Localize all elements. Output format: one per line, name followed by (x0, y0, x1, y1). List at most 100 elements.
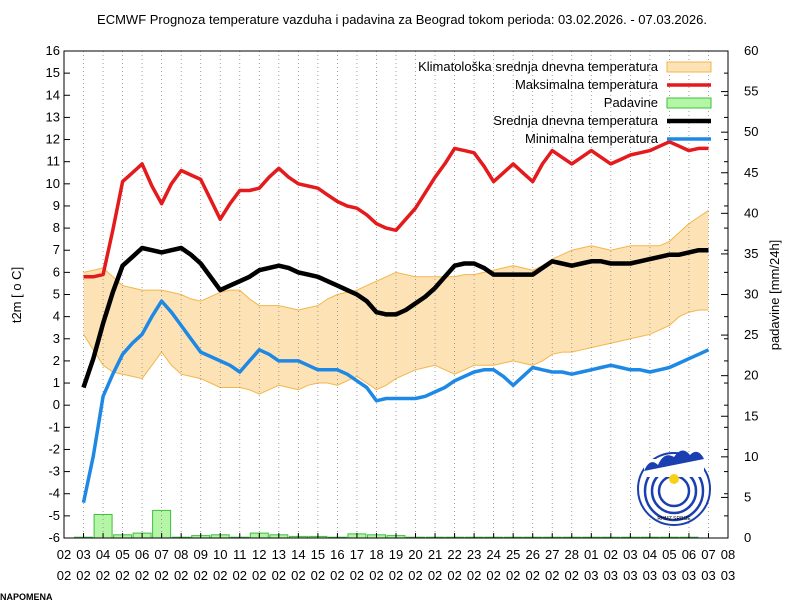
x-tick-label-day: 07 (701, 547, 715, 562)
x-tick-label-day: 07 (154, 547, 168, 562)
x-tick-label-day: 25 (506, 547, 520, 562)
y-tick-label: 2 (53, 353, 60, 368)
y2-tick-label: 55 (744, 84, 758, 99)
series-line-min (81, 299, 710, 503)
x-tick-label-month: 02 (350, 568, 364, 583)
y2-tick-label: 30 (744, 287, 758, 302)
x-tick-label-day: 04 (96, 547, 110, 562)
x-tick-label-day: 03 (623, 547, 637, 562)
rhmz-logo-text: RHMZ SRBIJE (657, 516, 691, 522)
y2-tick-label: 15 (744, 408, 758, 423)
x-tick-label-month: 03 (604, 568, 618, 583)
x-tick-label-month: 02 (272, 568, 286, 583)
climate-upper-line (83, 209, 709, 311)
y-tick-label: -6 (48, 530, 60, 545)
y-tick-label: 12 (46, 132, 60, 147)
x-tick-label-day: 26 (525, 547, 539, 562)
x-tick-label-day: 05 (662, 547, 676, 562)
x-tick-label-month: 02 (154, 568, 168, 583)
x-tick-label-month: 02 (213, 568, 227, 583)
x-tick-label-month: 02 (174, 568, 188, 583)
y-tick-label: 10 (46, 176, 60, 191)
x-tick-label-day: 08 (721, 547, 735, 562)
y-tick-label: 15 (46, 65, 60, 80)
x-tick-label-day: 14 (291, 547, 305, 562)
series-line-mean (81, 245, 709, 389)
x-tick-label-month: 03 (721, 568, 735, 583)
x-tick-label-month: 02 (233, 568, 247, 583)
x-tick-label-day: 20 (408, 547, 422, 562)
y2-tick-label: 10 (744, 449, 758, 464)
x-tick-label-day: 21 (428, 547, 442, 562)
x-tick-label-day: 11 (233, 547, 247, 562)
climate-band-layer (83, 209, 709, 395)
x-tick-label-month: 02 (428, 568, 442, 583)
x-tick-label-month: 02 (486, 568, 500, 583)
x-tick-label-day: 02 (604, 547, 618, 562)
x-tick-label-month: 02 (76, 568, 90, 583)
x-tick-label-day: 12 (252, 547, 266, 562)
x-tick-label-day: 03 (76, 547, 90, 562)
x-tick-label-month: 03 (643, 568, 657, 583)
y2-tick-label: 45 (744, 165, 758, 180)
x-tick-label-day: 06 (682, 547, 696, 562)
x-tick-label-day: 05 (115, 547, 129, 562)
y-tick-label: 1 (53, 375, 60, 390)
x-tick-label-day: 23 (467, 547, 481, 562)
y-tick-label: 7 (53, 242, 60, 257)
y-tick-label: 0 (53, 397, 60, 412)
x-tick-label-month: 02 (467, 568, 481, 583)
y2-tick-label: 5 (744, 489, 751, 504)
y-tick-label: -5 (48, 508, 60, 523)
y2-tick-label: 0 (744, 530, 751, 545)
legend-swatch-climate (666, 61, 712, 73)
y-tick-label: 16 (46, 43, 60, 58)
y-tick-label: 11 (47, 154, 61, 169)
x-tick-label-month: 02 (330, 568, 344, 583)
x-tick-label-month: 03 (584, 568, 598, 583)
x-tick-label-month: 02 (193, 568, 207, 583)
x-tick-label-month: 02 (525, 568, 539, 583)
y-tick-label: 4 (53, 309, 60, 324)
x-tick-label-day: 04 (643, 547, 657, 562)
y-tick-label: 9 (53, 198, 60, 213)
x-tick-label-day: 06 (135, 547, 149, 562)
y2-tick-label: 20 (744, 368, 758, 383)
x-tick-label-month: 02 (506, 568, 520, 583)
x-tick-label-day: 18 (369, 547, 383, 562)
y-tick-label: -3 (48, 464, 60, 479)
x-tick-label-month: 03 (623, 568, 637, 583)
y-tick-label: 6 (53, 264, 60, 279)
legend-swatch-precip (666, 97, 712, 109)
x-tick-label-month: 02 (565, 568, 579, 583)
legend-label-min: Minimalna temperatura (525, 131, 659, 146)
y-tick-label: -2 (48, 441, 60, 456)
x-tick-label-day: 08 (174, 547, 188, 562)
y2-axis-label: padavine [mm/24h] (767, 240, 782, 351)
y2-tick-label: 35 (744, 246, 758, 261)
x-tick-label-day: 22 (447, 547, 461, 562)
y-tick-label: 3 (53, 331, 60, 346)
x-tick-label-month: 02 (545, 568, 559, 583)
y2-tick-label: 25 (744, 327, 758, 342)
x-tick-label-month: 02 (369, 568, 383, 583)
legend-label-climate: Klimatološka srednja dnevna temperatura (418, 59, 659, 74)
legend-label-precip: Padavine (604, 95, 658, 110)
x-tick-label-day: 10 (213, 547, 227, 562)
x-tick-label-month: 03 (701, 568, 715, 583)
y-tick-label: -4 (48, 486, 60, 501)
x-tick-label-day: 17 (350, 547, 364, 562)
x-tick-label-day: 27 (545, 547, 559, 562)
x-tick-label-month: 02 (408, 568, 422, 583)
y2-tick-label: 50 (744, 124, 758, 139)
climate-band-area (83, 210, 709, 395)
x-tick-label-month: 02 (135, 568, 149, 583)
x-tick-label-day: 24 (486, 547, 500, 562)
climate-lower-line (83, 309, 709, 395)
x-tick-label-month: 02 (311, 568, 325, 583)
y2-axis: 0 5 10 15 20 25 30 35 40 45 50 55 60 (721, 43, 758, 545)
x-tick-label-month: 02 (447, 568, 461, 583)
x-tick-label-day: 15 (311, 547, 325, 562)
